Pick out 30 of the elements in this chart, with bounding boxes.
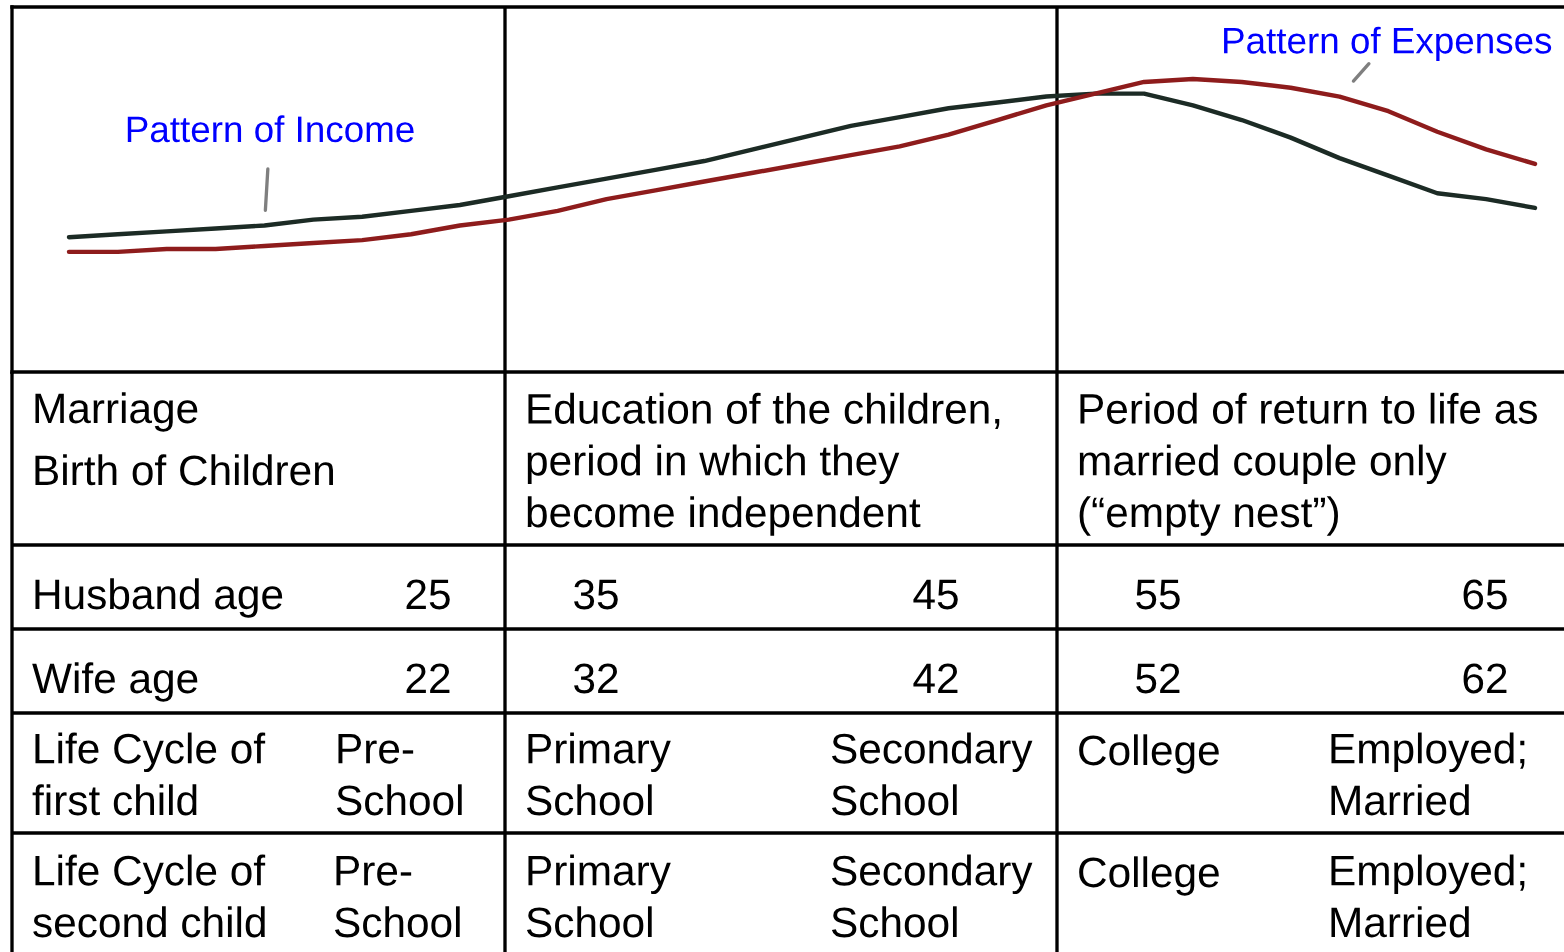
text: Husband age bbox=[35, 578, 283, 618]
text: Secondary School bbox=[831, 732, 1033, 816]
text: Marriage bbox=[35, 392, 198, 432]
text: Primary School bbox=[526, 732, 671, 816]
text: College bbox=[1079, 734, 1219, 774]
text: Primary School bbox=[526, 854, 671, 938]
text: 42 bbox=[913, 663, 958, 693]
text: 55 bbox=[1136, 579, 1180, 610]
text: Wife age bbox=[32, 662, 198, 702]
text: Pre- School bbox=[334, 856, 460, 938]
text: Period of return to life as married couple only (“empty nest”) bbox=[1079, 392, 1537, 536]
text: 35 bbox=[574, 579, 618, 610]
text: Life Cycle of second child bbox=[33, 854, 266, 938]
series-label: Pattern of Expenses bbox=[1224, 26, 1552, 61]
series-label: Pattern of Income bbox=[127, 115, 414, 143]
text: 25 bbox=[406, 579, 450, 610]
text: Birth of Children bbox=[35, 454, 333, 486]
text: 45 bbox=[913, 579, 958, 610]
text: 65 bbox=[1463, 579, 1507, 610]
text: Employed; Married bbox=[1331, 732, 1525, 816]
text: 22 bbox=[406, 663, 450, 693]
text: 62 bbox=[1463, 663, 1507, 694]
text: Education of the children, period in which they become independent bbox=[527, 392, 1000, 536]
text: Life Cycle of first child bbox=[32, 732, 266, 816]
text: 52 bbox=[1136, 663, 1180, 694]
text: Secondary School bbox=[831, 854, 1033, 938]
text: 32 bbox=[574, 663, 618, 694]
text: Pre- School bbox=[336, 734, 462, 816]
text: College bbox=[1079, 856, 1219, 896]
text: Employed; Married bbox=[1331, 854, 1525, 938]
